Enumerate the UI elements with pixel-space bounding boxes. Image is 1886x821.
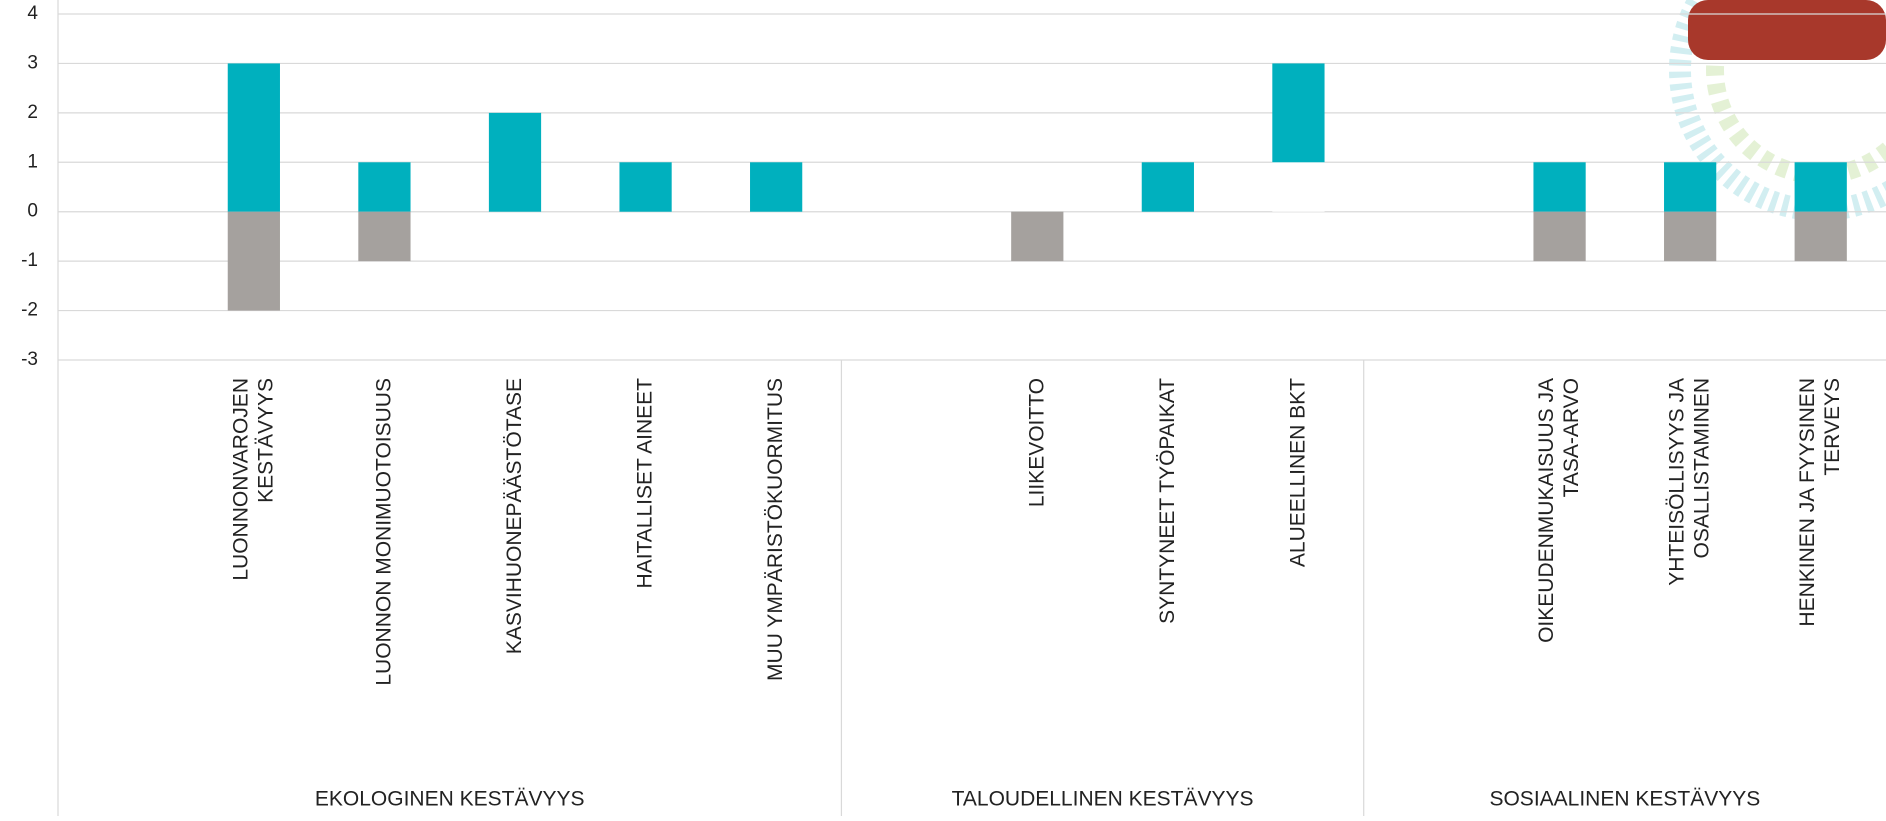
bar <box>1272 63 1325 163</box>
bar <box>1794 162 1847 212</box>
x-tick-label-line: OIKEUDENMUKAISUUS JA <box>1535 378 1558 643</box>
bar <box>1272 162 1325 212</box>
y-tick-label: 4 <box>27 3 38 24</box>
x-tick-label-line: OSALLISTAMINEN <box>1690 378 1713 559</box>
x-tick-label-line: MUU YMPÄRISTÖKUORMITUS <box>764 378 787 681</box>
bar <box>1533 162 1586 212</box>
bar <box>227 211 280 311</box>
bar <box>1533 211 1586 262</box>
bar <box>1664 162 1717 212</box>
y-tick-label: 1 <box>27 151 38 172</box>
x-tick-label: KASVIHUONEPÄÄSTÖTASE <box>503 378 526 654</box>
y-tick-label: 3 <box>27 52 38 73</box>
bar <box>358 162 411 212</box>
y-tick-label: 0 <box>27 201 38 222</box>
bar <box>358 211 411 262</box>
x-tick-label: LUONNONVAROJENKESTÄVYYS <box>229 378 277 581</box>
bar <box>1011 211 1064 262</box>
x-tick-label-line: KESTÄVYYS <box>254 378 277 503</box>
x-tick-label: HENKINEN JA FYYSINENTERVEYS <box>1796 378 1844 627</box>
x-tick-label-line: SYNTYNEET TYÖPAIKAT <box>1155 378 1178 624</box>
x-tick-label: OIKEUDENMUKAISUUS JATASA-ARVO <box>1535 378 1583 643</box>
bar <box>619 162 672 212</box>
x-tick-label-line: TERVEYS <box>1821 378 1844 476</box>
y-tick-label: 2 <box>27 102 38 123</box>
bar <box>1664 211 1717 262</box>
x-tick-label: LUONNON MONIMUOTOISUUS <box>372 378 395 686</box>
bar <box>227 63 280 212</box>
x-tick-label-line: YHTEISÖLLISYYS JA <box>1665 378 1688 586</box>
x-tick-label-line: LUONNON MONIMUOTOISUUS <box>372 378 395 686</box>
bar <box>750 162 803 212</box>
y-tick-label: -1 <box>21 250 38 271</box>
bar <box>488 112 542 212</box>
x-tick-label-line: LIIKEVOITTO <box>1025 378 1048 507</box>
x-tick-label: MUU YMPÄRISTÖKUORMITUS <box>764 378 787 681</box>
y-tick-label: -2 <box>21 300 38 321</box>
decoration-image <box>1688 0 1886 60</box>
y-tick-label: -3 <box>21 349 38 370</box>
bar <box>1794 211 1847 262</box>
group-label: EKOLOGINEN KESTÄVYYS <box>315 788 585 811</box>
x-tick-label: HAITALLISET AINEET <box>633 378 656 589</box>
x-tick-label: LIIKEVOITTO <box>1025 378 1048 507</box>
group-label: SOSIAALINEN KESTÄVYYS <box>1489 788 1760 811</box>
x-tick-label: ALUEELLINEN BKT <box>1286 378 1309 567</box>
x-tick-label: SYNTYNEET TYÖPAIKAT <box>1155 378 1178 624</box>
x-tick-label-line: TASA-ARVO <box>1560 378 1583 497</box>
x-tick-label-line: LUONNONVAROJEN <box>229 378 252 581</box>
x-tick-label-line: ALUEELLINEN BKT <box>1286 378 1309 567</box>
bar <box>1141 162 1194 212</box>
x-tick-label-line: HAITALLISET AINEET <box>633 378 656 589</box>
x-tick-label-line: KASVIHUONEPÄÄSTÖTASE <box>503 378 526 654</box>
group-label: TALOUDELLINEN KESTÄVYYS <box>952 788 1254 811</box>
x-tick-label-line: HENKINEN JA FYYSINEN <box>1796 378 1819 627</box>
x-tick-label: YHTEISÖLLISYYS JAOSALLISTAMINEN <box>1665 378 1713 586</box>
